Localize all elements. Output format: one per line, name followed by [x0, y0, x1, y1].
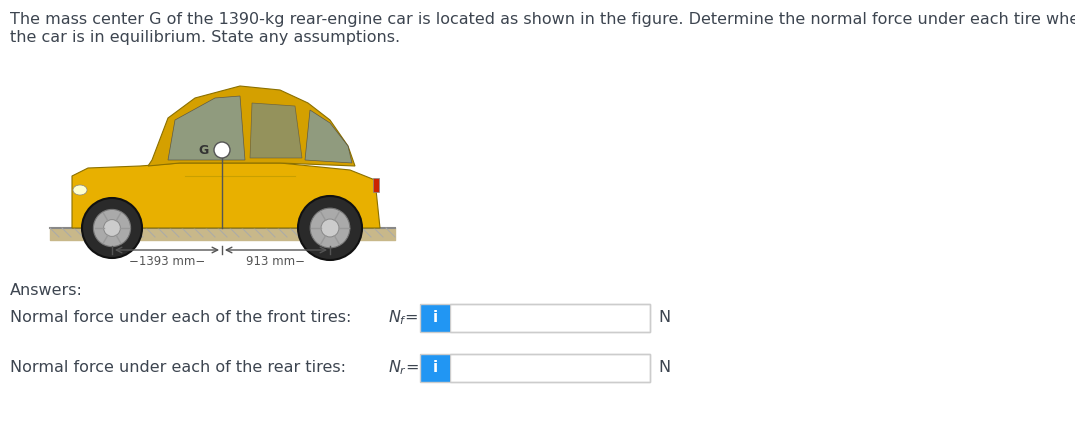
Bar: [420, 304, 650, 332]
Circle shape: [311, 208, 349, 248]
Ellipse shape: [73, 185, 87, 195]
Bar: [420, 354, 450, 382]
Bar: [450, 354, 650, 382]
Bar: [373, 178, 379, 192]
Text: $N_r$=: $N_r$=: [388, 359, 419, 377]
Text: Normal force under each of the front tires:: Normal force under each of the front tir…: [10, 310, 352, 326]
Polygon shape: [168, 96, 245, 160]
Bar: [420, 354, 650, 382]
Circle shape: [103, 220, 120, 237]
Polygon shape: [305, 110, 352, 163]
Text: Answers:: Answers:: [10, 283, 83, 298]
Text: The mass center G of the 1390-kg rear-engine car is located as shown in the figu: The mass center G of the 1390-kg rear-en…: [10, 12, 1075, 27]
Circle shape: [214, 142, 230, 158]
Text: $N_f$=: $N_f$=: [388, 309, 418, 327]
Text: G: G: [199, 143, 209, 156]
Text: the car is in equilibrium. State any assumptions.: the car is in equilibrium. State any ass…: [10, 30, 400, 45]
Circle shape: [82, 198, 142, 258]
Text: N: N: [658, 310, 670, 326]
Text: 913 mm−: 913 mm−: [246, 255, 305, 268]
Circle shape: [298, 196, 362, 260]
Bar: [420, 304, 450, 332]
Text: Normal force under each of the rear tires:: Normal force under each of the rear tire…: [10, 361, 346, 375]
Text: −1393 mm−: −1393 mm−: [129, 255, 205, 268]
Polygon shape: [250, 103, 302, 158]
Bar: [450, 304, 650, 332]
Polygon shape: [72, 163, 379, 228]
Polygon shape: [148, 86, 355, 166]
Text: i: i: [432, 310, 438, 326]
Text: i: i: [432, 361, 438, 375]
Text: N: N: [658, 361, 670, 375]
Circle shape: [94, 209, 130, 246]
Circle shape: [321, 219, 339, 237]
